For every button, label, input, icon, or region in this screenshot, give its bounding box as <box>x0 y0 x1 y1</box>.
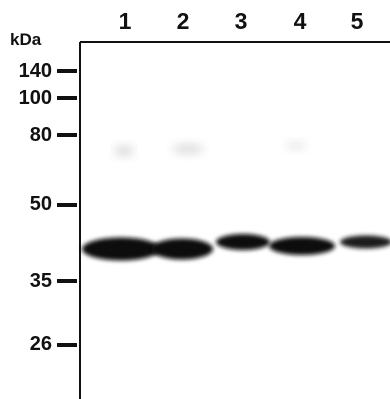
band-lane-1 <box>82 237 160 261</box>
marker-tick-100 <box>57 96 77 100</box>
marker-tick-35 <box>57 279 77 283</box>
marker-tick-140 <box>57 69 77 73</box>
band-lane-4 <box>269 237 335 255</box>
lane-label-1: 1 <box>118 8 132 34</box>
faint-smudge <box>172 145 204 153</box>
marker-label-50: 50 <box>29 193 52 215</box>
marker-label-35: 35 <box>29 270 52 292</box>
band-group <box>82 234 390 261</box>
marker-tick-80 <box>57 133 77 137</box>
lane-label-4: 4 <box>293 8 307 34</box>
marker-tick-26 <box>57 343 77 347</box>
band-lane-5 <box>340 235 390 249</box>
marker-tick-50 <box>57 203 77 207</box>
band-lane-3 <box>216 234 270 250</box>
marker-label-26: 26 <box>29 333 52 355</box>
lane-label-3: 3 <box>234 8 248 34</box>
marker-label-140: 140 <box>18 60 52 82</box>
unit-label: kDa <box>10 30 42 49</box>
faint-smudge <box>286 143 306 149</box>
marker-label-100: 100 <box>18 87 52 109</box>
band-lane-2 <box>151 238 213 260</box>
faint-smudge <box>114 147 134 155</box>
lane-label-5: 5 <box>350 8 364 34</box>
lane-label-2: 2 <box>176 8 190 34</box>
marker-label-80: 80 <box>29 124 52 146</box>
